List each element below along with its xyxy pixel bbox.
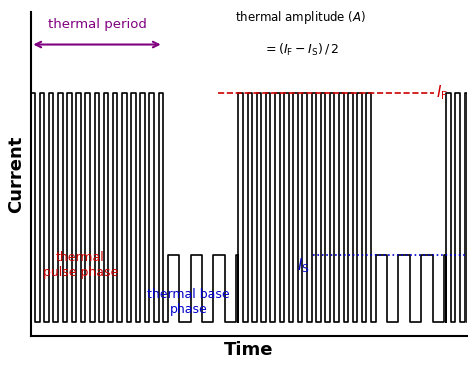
Y-axis label: Current: Current [7,135,25,213]
Text: thermal amplitude ($A$): thermal amplitude ($A$) [235,9,366,26]
Text: thermal period: thermal period [47,18,146,31]
Text: thermal base
phase: thermal base phase [147,288,230,316]
X-axis label: Time: Time [224,341,273,359]
Text: $I_\mathrm{F}$: $I_\mathrm{F}$ [436,84,448,102]
Text: thermal
pulse phase: thermal pulse phase [43,251,118,279]
Text: $I_\mathrm{S}$: $I_\mathrm{S}$ [297,256,310,275]
Text: $= (I_\mathrm{F} - I_\mathrm{S})\, /\, 2$: $= (I_\mathrm{F} - I_\mathrm{S})\, /\, 2… [263,42,339,58]
